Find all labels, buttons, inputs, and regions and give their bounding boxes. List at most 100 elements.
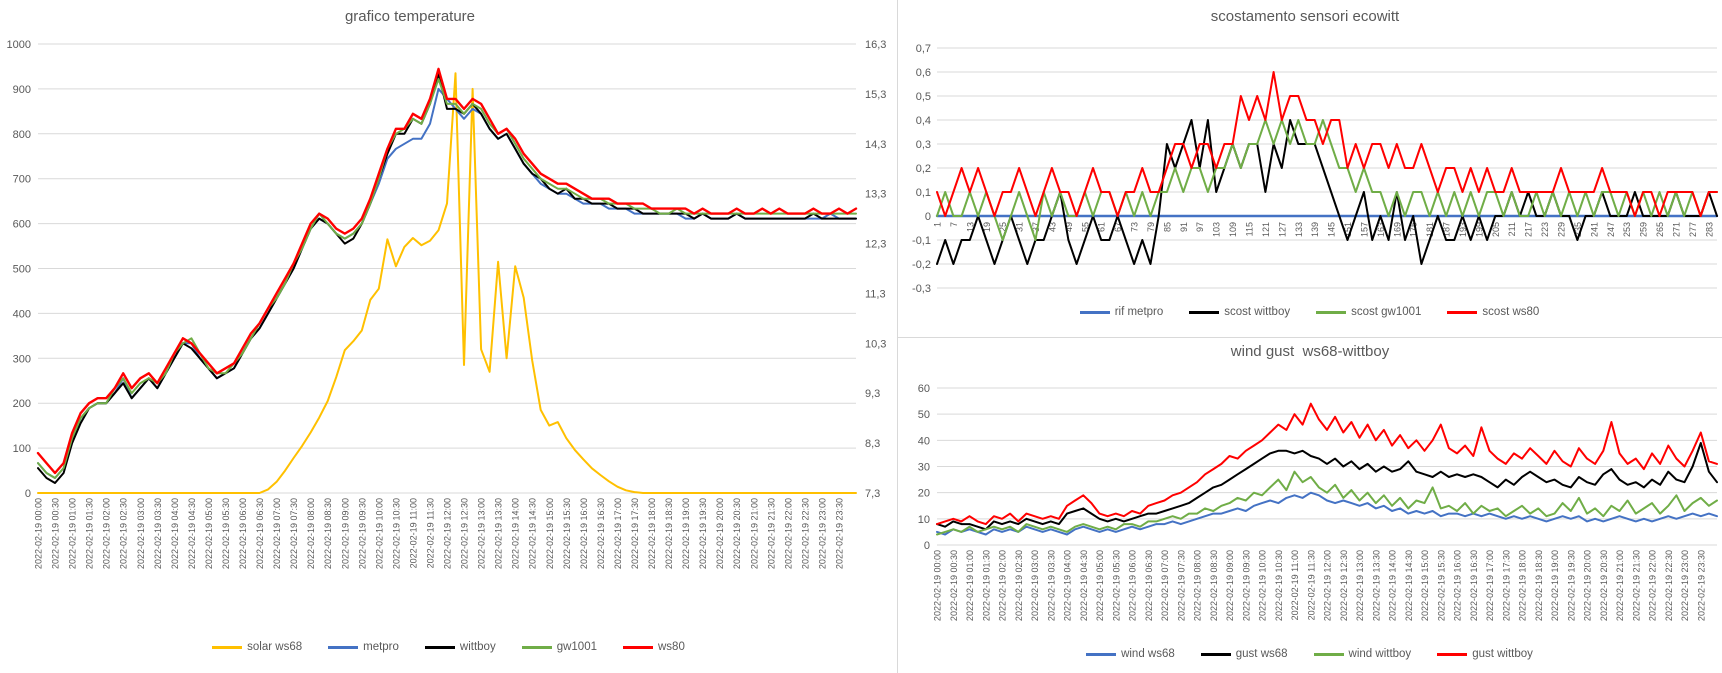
series-wittboy	[37, 72, 857, 484]
svg-text:2022-02-19 20:00: 2022-02-19 20:00	[715, 498, 725, 569]
svg-text:121: 121	[1261, 222, 1271, 237]
svg-text:223: 223	[1540, 222, 1550, 237]
svg-text:2022-02-19 16:30: 2022-02-19 16:30	[1469, 550, 1479, 621]
svg-text:259: 259	[1639, 222, 1649, 237]
svg-text:97: 97	[1195, 222, 1205, 232]
svg-text:2022-02-19 03:30: 2022-02-19 03:30	[153, 498, 163, 569]
svg-text:2022-02-19 22:30: 2022-02-19 22:30	[800, 498, 810, 569]
svg-text:10,3: 10,3	[865, 338, 886, 350]
svg-text:2022-02-19 03:30: 2022-02-19 03:30	[1046, 550, 1056, 621]
legend-item: rif metpro	[1079, 306, 1163, 318]
svg-text:109: 109	[1228, 222, 1238, 237]
legend-label: gw1001	[556, 641, 597, 653]
svg-text:400: 400	[13, 308, 31, 320]
svg-text:229: 229	[1557, 222, 1567, 237]
svg-text:193: 193	[1458, 222, 1468, 237]
svg-text:2022-02-19 12:00: 2022-02-19 12:00	[1323, 550, 1333, 621]
svg-text:0,6: 0,6	[916, 67, 931, 79]
svg-text:2022-02-19 18:00: 2022-02-19 18:00	[647, 498, 657, 569]
legend-label: metpro	[363, 641, 399, 653]
legend-item: scost wittboy	[1189, 306, 1290, 318]
svg-text:2022-02-19 21:00: 2022-02-19 21:00	[749, 498, 759, 569]
svg-text:10: 10	[918, 514, 930, 526]
svg-text:127: 127	[1277, 222, 1287, 237]
svg-text:0,3: 0,3	[916, 139, 931, 151]
svg-text:2022-02-19 20:30: 2022-02-19 20:30	[732, 498, 742, 569]
svg-text:2022-02-19 13:00: 2022-02-19 13:00	[477, 498, 487, 569]
svg-text:2022-02-19 05:30: 2022-02-19 05:30	[221, 498, 231, 569]
svg-text:0,1: 0,1	[916, 187, 931, 199]
svg-text:500: 500	[13, 264, 31, 276]
svg-text:700: 700	[13, 174, 31, 186]
svg-text:2022-02-19 03:00: 2022-02-19 03:00	[1030, 550, 1040, 621]
svg-text:2022-02-19 22:30: 2022-02-19 22:30	[1664, 550, 1674, 621]
svg-text:133: 133	[1294, 222, 1304, 237]
svg-text:199: 199	[1474, 222, 1484, 237]
svg-text:37: 37	[1031, 222, 1041, 232]
svg-text:55: 55	[1080, 222, 1090, 232]
svg-text:2022-02-19 06:00: 2022-02-19 06:00	[238, 498, 248, 569]
svg-text:205: 205	[1491, 222, 1501, 237]
svg-text:2022-02-19 19:30: 2022-02-19 19:30	[698, 498, 708, 569]
svg-text:2022-02-19 08:30: 2022-02-19 08:30	[1209, 550, 1219, 621]
deviation-chart-title: scostamento sensori ecowitt	[1210, 8, 1400, 25]
legend-line-swatch	[1086, 652, 1117, 656]
svg-text:277: 277	[1688, 222, 1698, 237]
svg-text:2022-02-19 04:00: 2022-02-19 04:00	[1063, 550, 1073, 621]
svg-text:2022-02-19 12:30: 2022-02-19 12:30	[1339, 550, 1349, 621]
svg-text:0,4: 0,4	[916, 115, 931, 127]
svg-text:2022-02-19 23:30: 2022-02-19 23:30	[834, 498, 844, 569]
svg-text:2022-02-19 17:00: 2022-02-19 17:00	[1485, 550, 1495, 621]
series-metpro	[37, 87, 857, 479]
series-scost-wittboy	[936, 119, 1718, 265]
svg-text:2022-02-19 04:30: 2022-02-19 04:30	[1079, 550, 1089, 621]
deviation-chart-plot[interactable]: 0,7 0,6 0,5 0,4 0,3 0,2 0,1 0 -0,1 -0,2 -0,3 1 7 13 19…	[897, 0, 1722, 337]
svg-text:2022-02-19 19:00: 2022-02-19 19:00	[1550, 550, 1560, 621]
svg-text:20: 20	[918, 488, 930, 500]
svg-text:31: 31	[1015, 222, 1025, 232]
svg-text:2022-02-19 04:30: 2022-02-19 04:30	[187, 498, 197, 569]
svg-text:60: 60	[918, 383, 930, 395]
svg-text:2022-02-19 12:00: 2022-02-19 12:00	[443, 498, 453, 569]
svg-text:2022-02-19 18:30: 2022-02-19 18:30	[664, 498, 674, 569]
legend-label: wittboy	[459, 641, 496, 653]
wind-chart-plot[interactable]: 0 10 20 30 40 50 60 2022-02-19 00:00 2022-02-19 …	[897, 337, 1722, 673]
legend-label: wind ws68	[1121, 648, 1175, 660]
svg-text:2022-02-19 05:00: 2022-02-19 05:00	[1095, 550, 1105, 621]
svg-text:2022-02-19 18:00: 2022-02-19 18:00	[1518, 550, 1528, 621]
svg-text:2022-02-19 01:00: 2022-02-19 01:00	[68, 498, 78, 569]
svg-text:2022-02-19 00:30: 2022-02-19 00:30	[949, 550, 959, 621]
svg-text:2022-02-19 00:00: 2022-02-19 00:00	[933, 550, 943, 621]
svg-text:73: 73	[1130, 222, 1140, 232]
svg-text:217: 217	[1524, 222, 1534, 237]
svg-text:241: 241	[1589, 222, 1599, 237]
svg-text:2022-02-19 21:30: 2022-02-19 21:30	[1631, 550, 1641, 621]
temperature-chart-panel[interactable]: grafico temperature 0 100 200 300 400 500 600 7…	[0, 0, 897, 673]
svg-text:2022-02-19 01:30: 2022-02-19 01:30	[981, 550, 991, 621]
legend-line-swatch	[1079, 310, 1110, 314]
svg-text:2022-02-19 02:30: 2022-02-19 02:30	[1014, 550, 1024, 621]
wind-chart-title: wind gust ws68-wittboy	[1230, 343, 1390, 360]
svg-text:12,3: 12,3	[865, 239, 886, 251]
svg-text:2022-02-19 20:00: 2022-02-19 20:00	[1583, 550, 1593, 621]
deviation-chart-legend: rif metpro scost wittboy scost gw1001 scost…	[897, 306, 1722, 318]
svg-text:7,3: 7,3	[865, 488, 880, 500]
svg-text:2022-02-19 02:00: 2022-02-19 02:00	[102, 498, 112, 569]
svg-text:2022-02-19 15:30: 2022-02-19 15:30	[562, 498, 572, 569]
wind-chart-panel[interactable]: wind gust ws68-wittboy 0 10 20 30 40 50 60 2022…	[897, 337, 1722, 673]
temperature-chart-plot[interactable]: 0 100 200 300 400 500 600 700 800 900 1000 7,3 8,3 9,…	[0, 0, 897, 673]
svg-text:61: 61	[1097, 222, 1107, 232]
legend-line-swatch	[1316, 310, 1347, 314]
legend-label: wind wittboy	[1348, 648, 1412, 660]
legend-label: gust wittboy	[1472, 648, 1533, 660]
legend-line-swatch	[1189, 310, 1220, 314]
legend-item: gust wittboy	[1437, 648, 1533, 660]
svg-text:2022-02-19 13:00: 2022-02-19 13:00	[1355, 550, 1365, 621]
legend-line-swatch	[521, 645, 552, 649]
svg-text:2022-02-19 10:00: 2022-02-19 10:00	[1258, 550, 1268, 621]
deviation-chart-panel[interactable]: scostamento sensori ecowitt 0,7 0,6 0,5 0,4…	[897, 0, 1722, 337]
svg-text:0,5: 0,5	[916, 91, 931, 103]
svg-text:115: 115	[1245, 222, 1255, 236]
svg-text:2022-02-19 14:00: 2022-02-19 14:00	[511, 498, 521, 569]
panel-divider-horizontal	[897, 337, 1722, 338]
